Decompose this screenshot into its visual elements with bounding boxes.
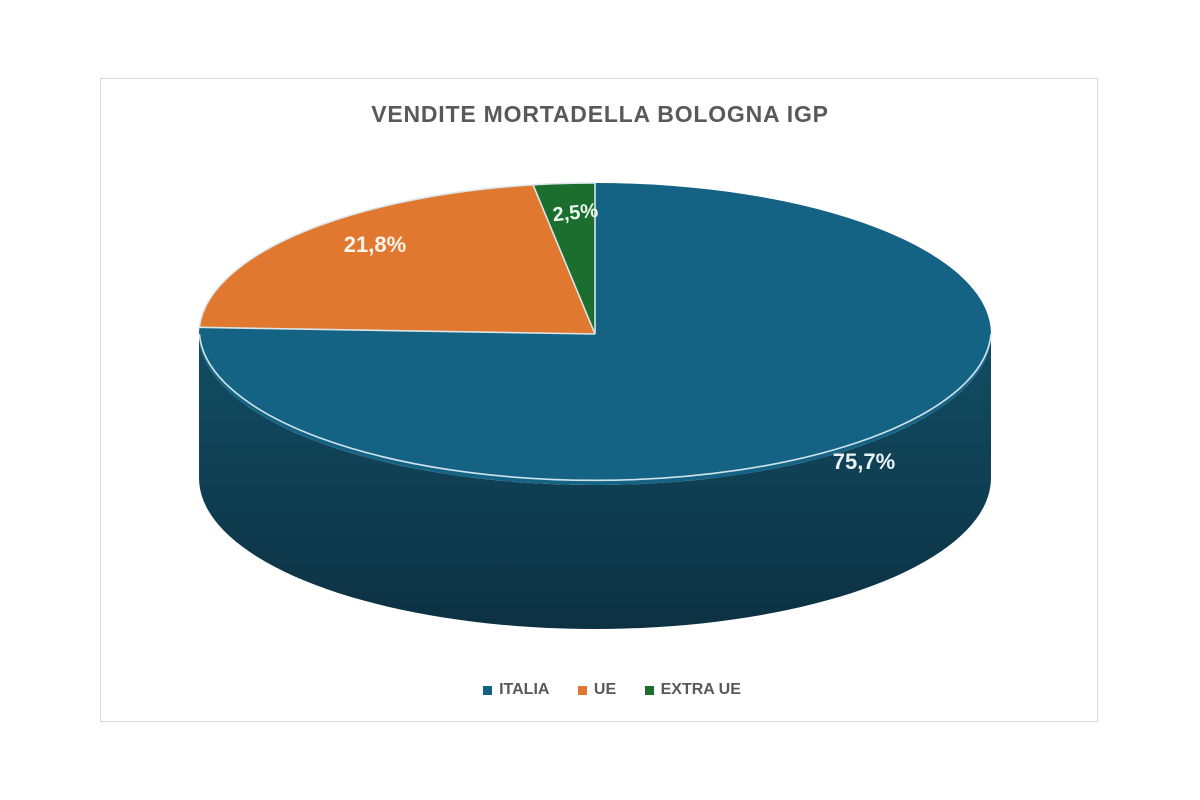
svg-text:75,7%: 75,7%: [833, 449, 895, 474]
svg-text:21,8%: 21,8%: [344, 232, 406, 257]
